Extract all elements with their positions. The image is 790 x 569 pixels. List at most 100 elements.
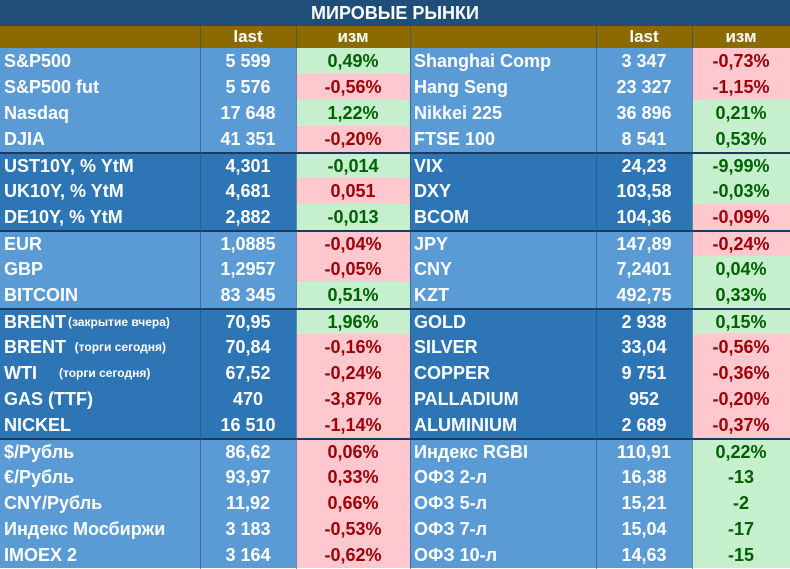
table-row: UK10Y, % YtM 4,681 0,051 DXY 103,58 -0,03% — [0, 178, 790, 204]
table-row: Nasdaq 17 648 1,22% Nikkei 225 36 896 0,21% — [0, 100, 790, 126]
instrument-name-text: S&P500 — [4, 50, 72, 71]
last-value: 9 751 — [596, 360, 692, 386]
last-value: 104,36 — [596, 204, 692, 230]
instrument-note: (торги сегодня) — [39, 366, 151, 380]
instrument-name-text: EUR — [4, 233, 43, 254]
instrument-name: GOLD — [410, 310, 596, 334]
change-value: -3,87% — [296, 386, 410, 412]
instrument-name: GAS (TTF) — [0, 386, 200, 412]
instrument-name-text: IMOEX 2 — [4, 544, 78, 565]
change-value: -0,013 — [296, 204, 410, 230]
change-value: 0,49% — [296, 48, 410, 74]
change-value: -0,014 — [296, 154, 410, 178]
instrument-name: UST10Y, % YtM — [0, 154, 200, 178]
instrument-name: CNY — [410, 256, 596, 282]
change-value: -0,09% — [692, 204, 790, 230]
last-value: 2 938 — [596, 310, 692, 334]
instrument-name: IMOEX 2 — [0, 542, 200, 568]
last-value: 2 689 — [596, 412, 692, 438]
header-last-right: last — [629, 27, 659, 46]
last-value: 5 599 — [200, 48, 296, 74]
change-value: -15 — [692, 542, 790, 568]
instrument-name: S&P500 fut — [0, 74, 200, 100]
last-value: 470 — [200, 386, 296, 412]
last-value: 15,04 — [596, 516, 692, 542]
instrument-name: $/Рубль — [0, 440, 200, 464]
change-value: 0,33% — [296, 464, 410, 490]
change-value: 1,96% — [296, 310, 410, 334]
column-header-row: last изм last изм — [0, 26, 790, 48]
last-value: 492,75 — [596, 282, 692, 308]
change-value: 0,33% — [692, 282, 790, 308]
instrument-name-text: Индекс Мосбиржи — [4, 518, 166, 539]
instrument-name: Nasdaq — [0, 100, 200, 126]
table-row: IMOEX 2 3 164 -0,62% ОФЗ 10-л 14,63 -15 — [0, 542, 790, 568]
instrument-name-text: Nasdaq — [4, 102, 70, 123]
instrument-name: Hang Seng — [410, 74, 596, 100]
instrument-name: KZT — [410, 282, 596, 308]
instrument-name: BITCOIN — [0, 282, 200, 308]
table-row: EUR 1,0885 -0,04% JPY 147,89 -0,24% — [0, 230, 790, 256]
last-value: 23 327 — [596, 74, 692, 100]
instrument-note: (закрытие вчера) — [68, 315, 170, 329]
last-value: 1,0885 — [200, 232, 296, 256]
instrument-name-text: NICKEL — [4, 414, 71, 435]
last-value: 7,2401 — [596, 256, 692, 282]
column-divider — [200, 26, 201, 569]
instrument-name: COPPER — [410, 360, 596, 386]
instrument-name-text: UK10Y, % YtM — [4, 180, 124, 201]
header-change-left: изм — [337, 27, 369, 46]
instrument-name: S&P500 — [0, 48, 200, 74]
change-value: -0,56% — [692, 334, 790, 360]
last-value: 70,95 — [200, 310, 296, 334]
change-value: -0,05% — [296, 256, 410, 282]
last-value: 3 347 — [596, 48, 692, 74]
last-value: 41 351 — [200, 126, 296, 152]
last-value: 3 183 — [200, 516, 296, 542]
change-value: -17 — [692, 516, 790, 542]
instrument-name: VIX — [410, 154, 596, 178]
instrument-name: Индекс Мосбиржи — [0, 516, 200, 542]
last-value: 4,301 — [200, 154, 296, 178]
table-row: GAS (TTF) 470 -3,87% PALLADIUM 952 -0,20% — [0, 386, 790, 412]
last-value: 103,58 — [596, 178, 692, 204]
change-value: -0,53% — [296, 516, 410, 542]
change-value: 0,53% — [692, 126, 790, 152]
change-value: -0,16% — [296, 334, 410, 360]
table-row: BRENT (торги сегодня) 70,84 -0,16% SILVER 33… — [0, 334, 790, 360]
last-value: 5 576 — [200, 74, 296, 100]
table-row: CNY/Рубль 11,92 0,66% ОФЗ 5-л 15,21 -2 — [0, 490, 790, 516]
header-last-left: last — [233, 27, 263, 46]
change-value: -0,03% — [692, 178, 790, 204]
last-value: 8 541 — [596, 126, 692, 152]
last-value: 16,38 — [596, 464, 692, 490]
instrument-name: Индекс RGBI — [410, 440, 596, 464]
table-row: GBP 1,2957 -0,05% CNY 7,2401 0,04% — [0, 256, 790, 282]
change-value: 0,22% — [692, 440, 790, 464]
table-row: $/Рубль 86,62 0,06% Индекс RGBI 110,91 0,22% — [0, 438, 790, 464]
change-value: -13 — [692, 464, 790, 490]
last-value: 33,04 — [596, 334, 692, 360]
table-row: UST10Y, % YtM 4,301 -0,014 VIX 24,23 -9,99% — [0, 152, 790, 178]
instrument-name-text: DE10Y, % YtM — [4, 206, 123, 227]
last-value: 16 510 — [200, 412, 296, 438]
last-value: 17 648 — [200, 100, 296, 126]
instrument-name: NICKEL — [0, 412, 200, 438]
table-row: €/Рубль 93,97 0,33% ОФЗ 2-л 16,38 -13 — [0, 464, 790, 490]
instrument-name: EUR — [0, 232, 200, 256]
column-divider — [410, 26, 411, 569]
table-row: S&P500 fut 5 576 -0,56% Hang Seng 23 327 -1,1… — [0, 74, 790, 100]
change-value: -0,20% — [296, 126, 410, 152]
table-body: S&P500 5 599 0,49% Shanghai Comp 3 347 -0,73%… — [0, 48, 790, 568]
change-value: 1,22% — [296, 100, 410, 126]
instrument-name: Shanghai Comp — [410, 48, 596, 74]
instrument-name: SILVER — [410, 334, 596, 360]
instrument-name: ОФЗ 5-л — [410, 490, 596, 516]
instrument-name-text: DJIA — [4, 128, 46, 149]
instrument-name-text: BRENT — [4, 311, 66, 332]
change-value: 0,04% — [692, 256, 790, 282]
table-row: WTI (торги сегодня) 67,52 -0,24% COPPER 9 75… — [0, 360, 790, 386]
instrument-name: DE10Y, % YtM — [0, 204, 200, 230]
table-row: BITCOIN 83 345 0,51% KZT 492,75 0,33% — [0, 282, 790, 308]
